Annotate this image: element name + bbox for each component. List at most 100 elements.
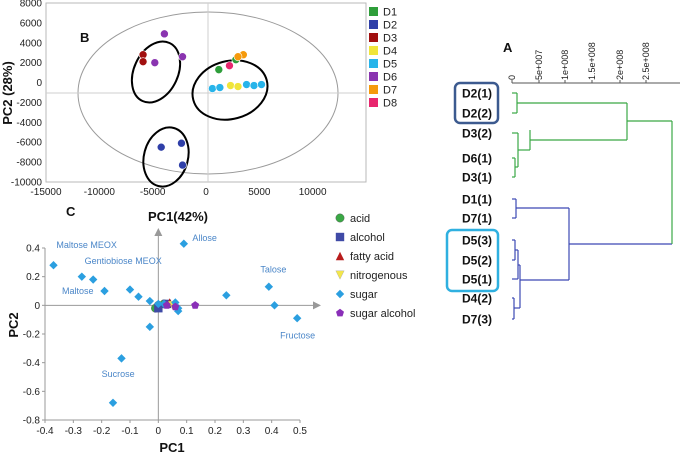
point-d5 [257, 80, 266, 89]
y-tick-label: 2000 [20, 58, 43, 69]
point-sugar [145, 322, 155, 332]
point-d2 [156, 142, 166, 152]
annotation-fructose: Fructose [280, 330, 315, 340]
legend-marker-acid [335, 213, 345, 223]
legend-swatch-d3 [369, 33, 378, 42]
legend-swatch-d6 [369, 72, 378, 81]
annotation-maltose: Maltose [62, 286, 94, 296]
x-tick-label: 0.3 [236, 426, 250, 437]
legend-label-d3: D3 [383, 33, 397, 45]
x-tick-label: -5000 [140, 187, 166, 198]
dendrogram-axis-label: 0 [507, 75, 517, 80]
point-sugar [145, 296, 155, 306]
y-tick-label: 6000 [20, 18, 43, 29]
panel-a: A 0 5e+007 1e+008 1.5e+008 2e+008 2.5e+008 D2… [445, 40, 680, 327]
point-d5 [215, 83, 225, 92]
point-sugar [270, 301, 279, 310]
y-axis-arrow [154, 228, 163, 236]
y-tick-label: 4000 [20, 38, 43, 49]
point-sugar [154, 299, 163, 309]
legend-swatch-d4 [369, 46, 378, 55]
point-sugar [117, 354, 126, 363]
x-tick-label: -0.2 [93, 426, 111, 437]
y-tick-label: 0.2 [26, 272, 40, 283]
point-d6 [150, 58, 160, 67]
y-tick-label: -0.6 [23, 387, 41, 398]
leaf-label-d7-1: D7(1) [462, 212, 492, 226]
point-d2 [177, 138, 186, 148]
dendrogram-axis-label: 1.5e+008 [587, 42, 597, 80]
legend-label-d8: D8 [383, 98, 397, 110]
y-tick-label: -0.4 [23, 358, 41, 369]
x-axis-arrow [313, 301, 321, 310]
point-sugar [108, 398, 118, 407]
legend-label-sugar-alcohol: sugar alcohol [350, 308, 415, 320]
leaf-label-d3-2: D3(2) [462, 127, 492, 141]
annotation-maltose-meox: Maltose MEOX [56, 240, 117, 250]
point-d2 [178, 160, 187, 170]
panel-c: C 0.40.20-0.2-0.4-0.6-0.8-0.4 -0.3 -0.2 -0.… [6, 204, 415, 455]
point-sugar [77, 272, 87, 281]
legend-label-d5: D5 [383, 59, 397, 71]
y-tick-label: -4000 [16, 118, 42, 129]
point-d7 [233, 52, 243, 62]
y-tick-label: -10000 [11, 178, 43, 189]
x-tick-label: -10000 [84, 187, 116, 198]
legend-swatch-d1 [369, 7, 378, 16]
x-tick-label: -0.3 [65, 426, 83, 437]
highlight-box-d5 [445, 228, 500, 293]
x-tick-label: -0.4 [36, 426, 54, 437]
legend-label-d1: D1 [383, 7, 397, 19]
legend-marker-sugar-alcohol [336, 308, 344, 317]
legend-swatch-d5 [369, 59, 378, 68]
point-d8 [225, 61, 234, 70]
cluster-ellipse-lower [142, 126, 190, 188]
annotation-gentiobiose-meox: Gentiobiose MEOX [85, 256, 162, 266]
legend-label-sugar: sugar [350, 289, 378, 301]
highlight-box-d2 [453, 81, 500, 125]
point-sugar-alcohol [171, 302, 180, 311]
legend-swatch-d7 [369, 85, 378, 94]
legend-marker-fatty-acid [335, 251, 345, 261]
point-d4 [233, 82, 243, 91]
x-tick-label: 0.2 [208, 426, 222, 437]
point-d6 [178, 52, 187, 62]
x-tick-label: 0.4 [265, 426, 279, 437]
y-tick-label: -2000 [16, 98, 42, 109]
legend-marker-sugar [335, 289, 345, 299]
y-tick-label: 0 [34, 301, 40, 312]
leaf-label-d1-1: D1(1) [462, 193, 492, 207]
x-tick-label: 10000 [299, 187, 327, 198]
x-tick-label: 0 [203, 187, 209, 198]
point-d6 [160, 29, 169, 39]
point-d3 [138, 57, 148, 66]
point-d1 [214, 65, 224, 74]
x-tick-label: -0.1 [121, 426, 139, 437]
legend-label-alcohol: alcohol [350, 232, 385, 244]
legend-label-d6: D6 [383, 72, 397, 84]
leaf-label-d4-2: D4(2) [462, 292, 492, 306]
leaf-label-d6-1: D6(1) [462, 152, 492, 166]
point-d5 [249, 81, 259, 90]
panel-label: C [66, 204, 76, 219]
point-sugar [264, 282, 274, 291]
y-tick-label: -6000 [16, 138, 42, 149]
legend-swatch-d8 [369, 98, 378, 107]
y-tick-label: -0.2 [23, 330, 41, 341]
point-alcohol [154, 304, 163, 313]
x-tick-label: 0.5 [293, 426, 307, 437]
dendrogram-axis-label: 1e+008 [560, 50, 570, 80]
point-sugar [222, 291, 231, 300]
leaf-label-d5-2: D5(2) [462, 254, 492, 268]
point-sugar [100, 286, 109, 296]
panel-label: B [80, 30, 89, 45]
legend-label-acid: acid [350, 213, 370, 225]
point-sugar-alcohol [191, 301, 200, 309]
y-axis-label: PC2 [6, 312, 21, 337]
annotation-allose: Allose [192, 233, 217, 243]
x-axis-label: PC1 [159, 440, 184, 455]
point-sugar [134, 292, 143, 301]
cluster-ellipse-upper-left [130, 40, 182, 104]
point-d5 [208, 84, 217, 93]
